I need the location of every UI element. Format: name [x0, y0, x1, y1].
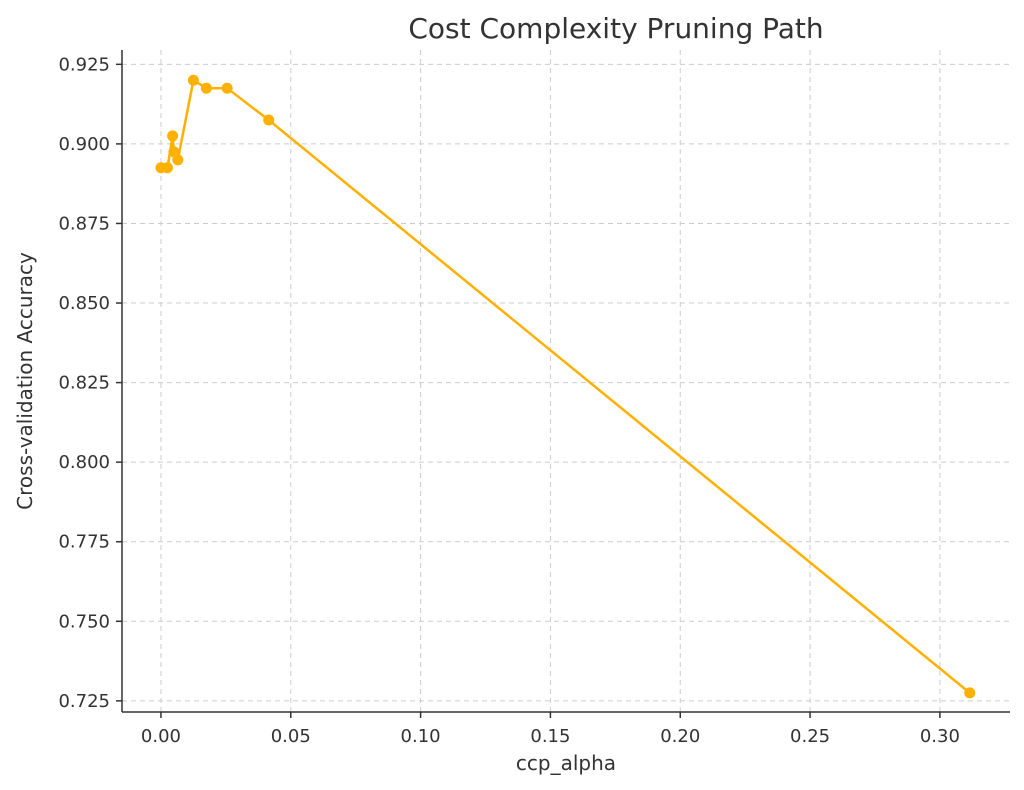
y-tick-label: 0.875	[58, 213, 110, 234]
y-axis-label: Cross-validation Accuracy	[13, 252, 37, 510]
y-tick-label: 0.725	[58, 691, 110, 712]
y-tick-label: 0.900	[58, 134, 110, 155]
data-point	[263, 114, 275, 126]
x-tick-label: 0.20	[660, 726, 700, 747]
y-tick-label: 0.800	[58, 452, 110, 473]
y-tick-label: 0.750	[58, 611, 110, 632]
data-point	[221, 82, 233, 94]
data-point	[964, 687, 976, 699]
y-tick-label: 0.825	[58, 373, 110, 394]
x-tick-label: 0.30	[920, 726, 960, 747]
y-ticks: 0.725 0.750 0.775 0.800 0.825 0.850 0.875 0.900…	[58, 54, 122, 712]
data-point	[161, 162, 173, 174]
series	[155, 74, 976, 699]
chart-title: Cost Complexity Pruning Path	[408, 12, 823, 45]
x-ticks: 0.00 0.05 0.10 0.15 0.20 0.25 0.30	[141, 712, 960, 747]
y-tick-label: 0.850	[58, 293, 110, 314]
x-axis-label: ccp_alpha	[516, 751, 616, 775]
y-tick-label: 0.925	[58, 54, 110, 75]
series-line	[160, 78, 971, 694]
y-tick-label: 0.775	[58, 532, 110, 553]
data-point	[187, 74, 199, 86]
data-point	[200, 82, 212, 94]
x-tick-label: 0.25	[790, 726, 830, 747]
data-point	[167, 130, 179, 142]
x-tick-label: 0.00	[141, 726, 181, 747]
axes	[121, 50, 1010, 713]
x-tick-label: 0.10	[401, 726, 441, 747]
grid	[122, 50, 1010, 712]
data-point	[172, 154, 184, 166]
x-tick-label: 0.15	[530, 726, 570, 747]
x-tick-label: 0.05	[271, 726, 311, 747]
